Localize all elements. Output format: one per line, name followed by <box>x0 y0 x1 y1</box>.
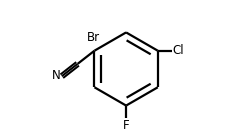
Text: Br: Br <box>86 31 99 44</box>
Text: Cl: Cl <box>171 44 183 57</box>
Text: N: N <box>51 69 60 82</box>
Text: F: F <box>122 119 129 132</box>
